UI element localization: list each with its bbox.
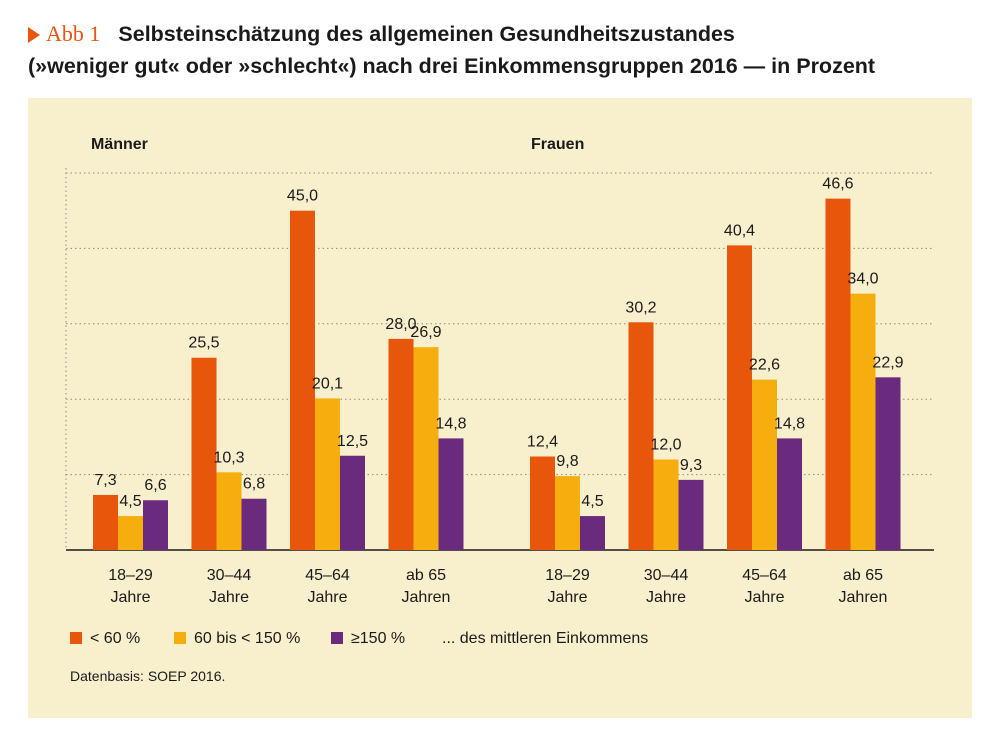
data-label: 46,6	[822, 176, 853, 193]
category-label: ab 65	[406, 567, 446, 584]
data-label: 14,8	[435, 415, 466, 432]
header-line-1: Abb 1 Selbsteinschätzung des allgemeinen …	[28, 18, 988, 50]
data-label: 6,8	[243, 476, 265, 493]
data-label: 9,8	[556, 453, 578, 470]
data-label: 14,8	[774, 415, 805, 432]
legend-suffix: ... des mittleren Einkommens	[442, 630, 648, 647]
category-label: Jahren	[839, 589, 888, 606]
data-label: 4,5	[581, 493, 603, 510]
chart-title-line-2: (»weniger gut« oder »schlecht«) nach dre…	[28, 54, 876, 78]
data-label: 9,3	[680, 457, 702, 474]
category-label: Jahre	[307, 589, 347, 606]
data-label: 7,3	[94, 472, 116, 489]
bar	[752, 379, 777, 550]
bar	[290, 210, 315, 550]
chart-title-line-1: Selbsteinschätzung des allgemeinen Gesun…	[118, 22, 735, 46]
source-note: Datenbasis: SOEP 2016.	[70, 668, 225, 684]
bar	[118, 516, 143, 550]
data-label: 10,3	[213, 449, 244, 466]
bar	[825, 198, 851, 551]
legend-swatch	[174, 632, 186, 644]
category-label: 45–64	[742, 567, 787, 584]
category-label: Jahre	[646, 589, 686, 606]
category-label: ab 65	[843, 567, 883, 584]
category-label: Jahre	[744, 589, 784, 606]
bar	[530, 456, 555, 550]
bar	[628, 322, 654, 550]
data-label: 12,5	[337, 433, 368, 450]
data-label: 22,9	[872, 354, 903, 371]
bar	[678, 479, 704, 550]
category-label: Jahre	[110, 589, 150, 606]
category-label: 45–64	[305, 567, 350, 584]
data-label: 30,2	[625, 299, 656, 316]
bar	[191, 357, 217, 550]
legend-label: < 60 %	[90, 630, 140, 647]
triangle-marker-icon	[28, 26, 40, 43]
data-label: 12,4	[527, 434, 558, 451]
category-label: 30–44	[207, 567, 252, 584]
legend-label: ≥150 %	[351, 630, 405, 647]
chart-panel: Männer 7,3 4,5 6,6 18–29 Jahre 25,5 10,3 6,8 30–4…	[28, 98, 972, 718]
data-label: 12,0	[650, 437, 681, 454]
data-label: 28,0	[385, 316, 416, 333]
legend-swatch	[70, 632, 82, 644]
data-label: 4,5	[119, 493, 141, 510]
panel-title: Männer	[91, 136, 148, 153]
bar	[438, 438, 464, 550]
bar	[777, 438, 802, 550]
data-label: 22,6	[749, 357, 780, 374]
data-label: 20,1	[312, 375, 343, 392]
data-label: 26,9	[410, 324, 441, 341]
data-label: 25,5	[188, 335, 219, 352]
bar	[875, 377, 901, 550]
legend-label: 60 bis < 150 %	[194, 630, 300, 647]
bar	[555, 476, 580, 550]
header-line-2: (»weniger gut« oder »schlecht«) nach dre…	[28, 50, 988, 82]
category-label: 18–29	[108, 567, 153, 584]
bar	[241, 498, 267, 550]
bar	[727, 245, 752, 550]
bar	[315, 398, 340, 550]
bar-chart: Männer7,34,56,618–29Jahre25,510,36,830–4…	[65, 136, 934, 684]
bar	[340, 455, 365, 550]
category-label: Jahre	[547, 589, 587, 606]
data-label: 40,4	[724, 222, 755, 239]
data-label: 34,0	[847, 271, 878, 288]
bar	[413, 347, 439, 550]
bar	[93, 494, 118, 550]
bar	[850, 293, 876, 550]
bar	[216, 472, 242, 550]
bar	[580, 516, 605, 550]
figure-label: Abb 1	[46, 21, 101, 46]
category-label: Jahre	[209, 589, 249, 606]
panel-title: Frauen	[531, 136, 584, 153]
category-label: 18–29	[545, 567, 590, 584]
category-label: 30–44	[644, 567, 689, 584]
legend-swatch	[331, 632, 343, 644]
data-label: 45,0	[287, 188, 318, 205]
data-label: 6,6	[144, 477, 166, 494]
bar	[388, 338, 414, 550]
bar	[143, 500, 168, 550]
category-label: Jahren	[402, 589, 451, 606]
bar	[653, 459, 679, 550]
figure-header: Abb 1 Selbsteinschätzung des allgemeinen …	[28, 18, 988, 82]
